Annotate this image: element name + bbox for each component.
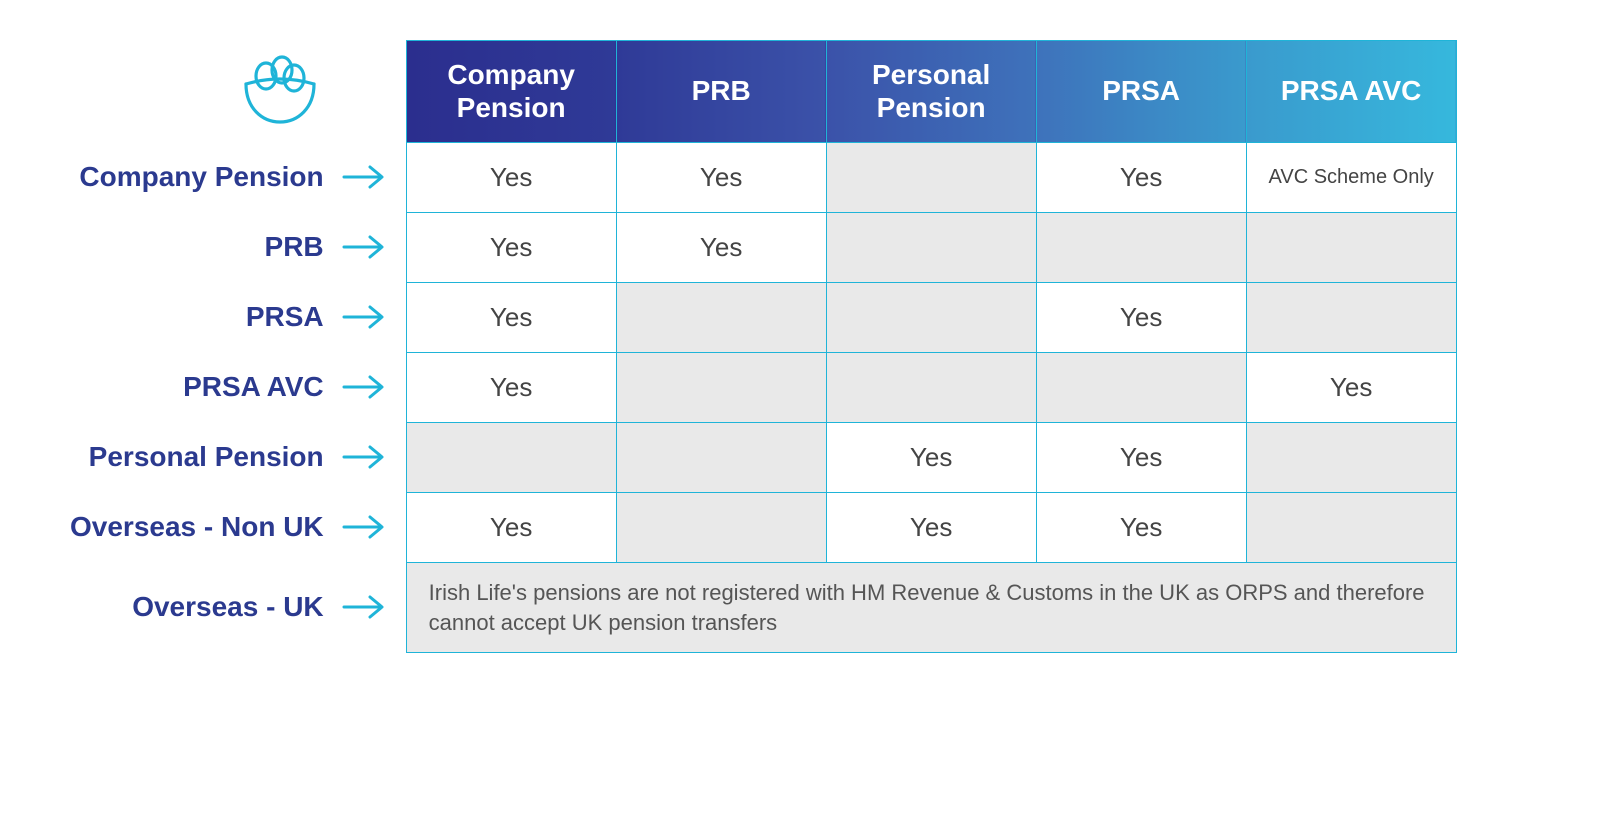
table-cell	[406, 423, 616, 493]
arrow-icon	[342, 593, 386, 621]
pension-transfer-table: Company Pension PRB Personal Pension PRS…	[406, 40, 1457, 653]
table-row: Yes Yes	[406, 353, 1456, 423]
row-label-text: Company Pension	[79, 161, 323, 193]
row-label-text: PRB	[265, 231, 324, 263]
table-row: YesYes	[406, 423, 1456, 493]
arrow-icon	[342, 373, 386, 401]
table-body: YesYesYesAVC Scheme OnlyYesYesYesYesYesY…	[406, 143, 1456, 653]
arrow-icon	[342, 163, 386, 191]
row-label: Overseas - UK	[132, 562, 385, 652]
table-cell: Yes	[616, 143, 826, 213]
table-cell	[1246, 283, 1456, 353]
table-cell	[826, 283, 1036, 353]
table-cell	[1036, 213, 1246, 283]
table-row: YesYesYes	[406, 493, 1456, 563]
table-cell: Yes	[1036, 493, 1246, 563]
table-cell	[616, 423, 826, 493]
nest-egg-icon	[234, 40, 386, 142]
row-label-text: PRSA AVC	[183, 371, 324, 403]
table-cell: Yes	[1246, 353, 1456, 423]
row-label: PRSA AVC	[183, 352, 386, 422]
table-cell: Yes	[826, 423, 1036, 493]
table-cell: Yes	[406, 143, 616, 213]
table-cell: Yes	[406, 283, 616, 353]
table-cell	[826, 213, 1036, 283]
arrow-icon	[342, 303, 386, 331]
table-cell: Yes	[406, 213, 616, 283]
table-row: YesYesYesAVC Scheme Only	[406, 143, 1456, 213]
table-cell	[1246, 213, 1456, 283]
table-footnote-row: Irish Life's pensions are not registered…	[406, 563, 1456, 653]
table-cell: AVC Scheme Only	[1246, 143, 1456, 213]
col-header: Personal Pension	[826, 41, 1036, 143]
row-label: Company Pension	[79, 142, 385, 212]
table-cell	[1036, 353, 1246, 423]
arrow-icon	[342, 513, 386, 541]
row-label: PRSA	[246, 282, 386, 352]
table-cell	[616, 493, 826, 563]
table-cell	[826, 353, 1036, 423]
row-label-text: PRSA	[246, 301, 324, 333]
col-header: PRB	[616, 41, 826, 143]
table-cell: Yes	[1036, 143, 1246, 213]
table-cell	[1246, 493, 1456, 563]
table-row: YesYes	[406, 213, 1456, 283]
row-label: Overseas - Non UK	[70, 492, 386, 562]
row-label: PRB	[265, 212, 386, 282]
row-label: Personal Pension	[89, 422, 386, 492]
arrow-icon	[342, 233, 386, 261]
footnote-text: Irish Life's pensions are not registered…	[406, 563, 1456, 653]
table-cell: Yes	[406, 353, 616, 423]
arrow-icon	[342, 443, 386, 471]
table-cell	[1246, 423, 1456, 493]
row-label-text: Overseas - UK	[132, 591, 323, 623]
row-label-text: Overseas - Non UK	[70, 511, 324, 543]
table-cell: Yes	[826, 493, 1036, 563]
table-cell	[616, 353, 826, 423]
col-header: PRSA	[1036, 41, 1246, 143]
table-cell	[826, 143, 1036, 213]
col-header: PRSA AVC	[1246, 41, 1456, 143]
table-cell	[616, 283, 826, 353]
table-cell: Yes	[616, 213, 826, 283]
row-label-text: Personal Pension	[89, 441, 324, 473]
table-cell: Yes	[1036, 423, 1246, 493]
table-cell: Yes	[406, 493, 616, 563]
row-labels-column: Company Pension PRB PRSA PRSA AVC Person…	[70, 40, 406, 652]
table-header-row: Company Pension PRB Personal Pension PRS…	[406, 41, 1456, 143]
col-header: Company Pension	[406, 41, 616, 143]
table-cell: Yes	[1036, 283, 1246, 353]
table-row: Yes Yes	[406, 283, 1456, 353]
